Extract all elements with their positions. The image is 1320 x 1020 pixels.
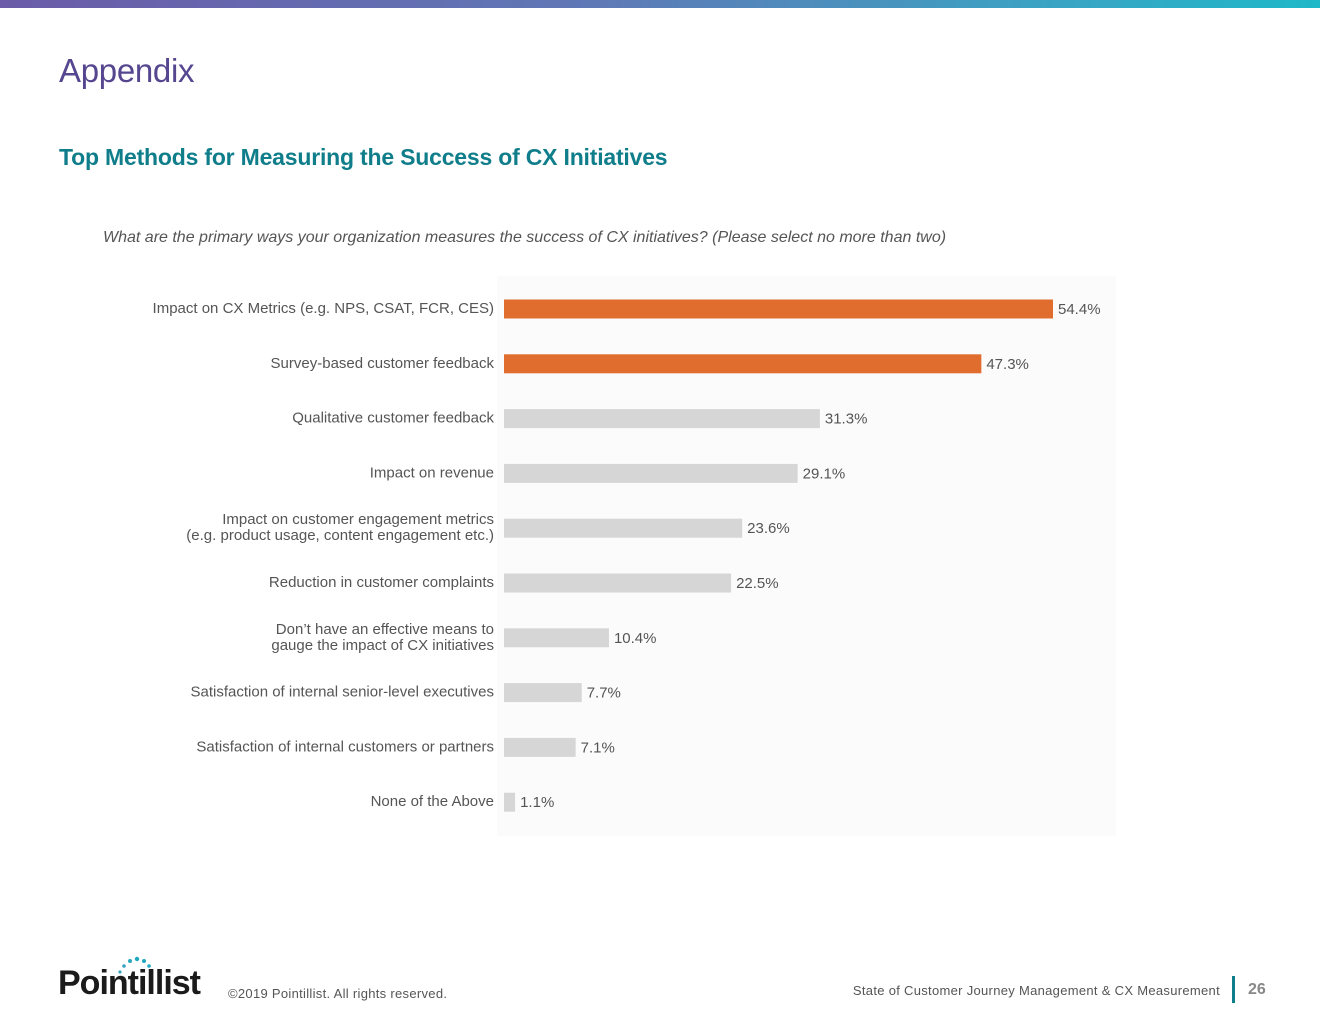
bar-8 <box>504 683 582 703</box>
bar-3 <box>504 409 820 429</box>
category-label-6: Reduction in customer complaints <box>269 574 494 591</box>
report-title: State of Customer Journey Management & C… <box>852 983 1220 998</box>
value-label-10: 1.1% <box>520 794 554 811</box>
bar-7 <box>504 628 609 648</box>
category-label-10: None of the Above <box>371 793 494 810</box>
bar-chart: 54.4% Impact on CX Metrics (e.g. NPS, CSA… <box>153 276 1116 836</box>
bar-9 <box>504 737 576 757</box>
category-label-2: Survey-based customer feedback <box>271 355 495 372</box>
logo-dots-icon <box>118 956 151 974</box>
top-accent-bar <box>0 0 1320 8</box>
value-label-5: 23.6% <box>747 520 790 537</box>
page-title: Appendix <box>59 52 195 89</box>
logo-wordmark: Pointillist <box>58 964 201 1002</box>
copyright-text: ©2019 Pointillist. All rights reserved. <box>228 986 448 1001</box>
pointillist-logo: Pointillist <box>58 952 203 1004</box>
value-label-1: 54.4% <box>1058 301 1101 318</box>
page-number: 26 <box>1248 981 1266 998</box>
category-label-5: Impact on customer engagement metrics (e.… <box>186 511 494 544</box>
category-label-8: Satisfaction of internal senior-level ex… <box>191 684 495 701</box>
value-label-8: 7.7% <box>587 685 621 702</box>
survey-question: What are the primary ways your organizat… <box>103 229 947 246</box>
bar-4 <box>504 463 798 483</box>
value-label-6: 22.5% <box>736 575 779 592</box>
value-label-4: 29.1% <box>803 465 846 482</box>
bar-2 <box>504 354 982 374</box>
value-label-9: 7.1% <box>581 739 615 756</box>
bar-6 <box>504 573 732 593</box>
category-label-7: Don’t have an effective means to gauge th… <box>271 621 494 654</box>
category-label-4: Impact on revenue <box>370 464 494 481</box>
bar-5 <box>504 518 743 538</box>
value-label-2: 47.3% <box>986 356 1029 373</box>
footer-divider <box>1232 976 1235 1003</box>
bar-1 <box>504 299 1053 319</box>
chart-title: Top Methods for Measuring the Success of… <box>59 144 668 170</box>
value-label-7: 10.4% <box>614 630 657 647</box>
category-label-1: Impact on CX Metrics (e.g. NPS, CSAT, FC… <box>153 300 494 317</box>
category-label-3: Qualitative customer feedback <box>292 410 494 427</box>
value-label-3: 31.3% <box>825 411 868 428</box>
bar-10 <box>504 792 516 812</box>
category-label-9: Satisfaction of internal customers or pa… <box>196 738 494 755</box>
